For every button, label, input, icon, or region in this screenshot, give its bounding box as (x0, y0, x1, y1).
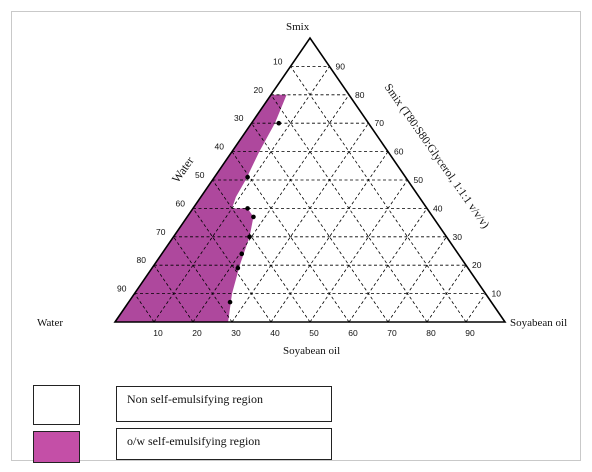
boundary-point (235, 265, 241, 271)
tick-label-smix: 40 (433, 203, 443, 213)
boundary-point (239, 251, 245, 257)
grid-line-oil-70 (387, 236, 447, 323)
legend-swatch-self-emulsifying (33, 431, 80, 463)
tick-label-smix: 80 (355, 90, 365, 100)
axis-label-soyabean-oil: Soyabean oil (283, 345, 340, 357)
tick-label-water: 40 (215, 142, 225, 152)
tick-label-water: 50 (195, 170, 205, 180)
grid-line-water-30 (251, 122, 389, 323)
grid-line-water-10 (290, 66, 467, 323)
triangle-outline (113, 36, 507, 323)
tick-label-smix: 30 (453, 232, 463, 242)
tick-label-water: 70 (156, 227, 166, 237)
legend-label-self-emulsifying: o/w self-emulsifying region (116, 428, 332, 460)
tick-label-water: 80 (137, 255, 147, 265)
tick-label-smix: 10 (492, 289, 502, 299)
tick-label-smix: 20 (472, 260, 482, 270)
tick-label-smix: 60 (394, 147, 404, 157)
grid-line-oil-10 (153, 66, 330, 323)
grid-line-water-90 (134, 293, 155, 323)
tick-label-water: 30 (234, 113, 244, 123)
tick-label-water: 60 (176, 198, 186, 208)
vertex-label-smix: Smix (286, 21, 310, 33)
grid-line-water-80 (153, 264, 194, 323)
boundary-point (245, 174, 250, 180)
tick-label-oil: 90 (465, 328, 475, 338)
grid-line-oil-80 (426, 264, 467, 323)
tick-label-oil: 80 (426, 328, 436, 338)
tick-label-oil: 50 (309, 328, 319, 338)
legend-label-non-emulsifying: Non self-emulsifying region (116, 386, 332, 422)
boundary-point (227, 299, 233, 305)
grid-line-oil-50 (309, 179, 408, 323)
grid-line-water-50 (212, 179, 311, 323)
tick-label-oil: 30 (231, 328, 241, 338)
boundary-point (245, 206, 250, 211)
tick-label-oil: 40 (270, 328, 280, 338)
boundary-point (276, 120, 282, 126)
tick-label-smix: 50 (414, 175, 424, 185)
tick-label-oil: 70 (387, 328, 397, 338)
tick-label-oil: 10 (153, 328, 163, 338)
grid-line-water-60 (192, 208, 272, 323)
tick-label-smix: 70 (375, 118, 385, 128)
tick-label-oil: 20 (192, 328, 202, 338)
tick-label-water: 20 (254, 85, 264, 95)
legend-swatch-non-emulsifying (33, 385, 80, 425)
tick-label-smix: 90 (336, 61, 346, 71)
boundary-point (247, 234, 252, 240)
grid-line-water-70 (173, 236, 233, 323)
grid-line-oil-90 (465, 293, 486, 323)
grid-line-oil-60 (348, 208, 428, 323)
vertex-label-water: Water (37, 317, 63, 329)
axis-label-water: Water (169, 154, 197, 185)
vertex-label-soyabean-oil: Soyabean oil (510, 317, 567, 329)
grid-line-oil-30 (231, 122, 369, 323)
tick-label-oil: 60 (348, 328, 358, 338)
boundary-point (251, 214, 256, 220)
tick-label-water: 10 (273, 56, 283, 66)
tick-label-water: 90 (117, 284, 127, 294)
